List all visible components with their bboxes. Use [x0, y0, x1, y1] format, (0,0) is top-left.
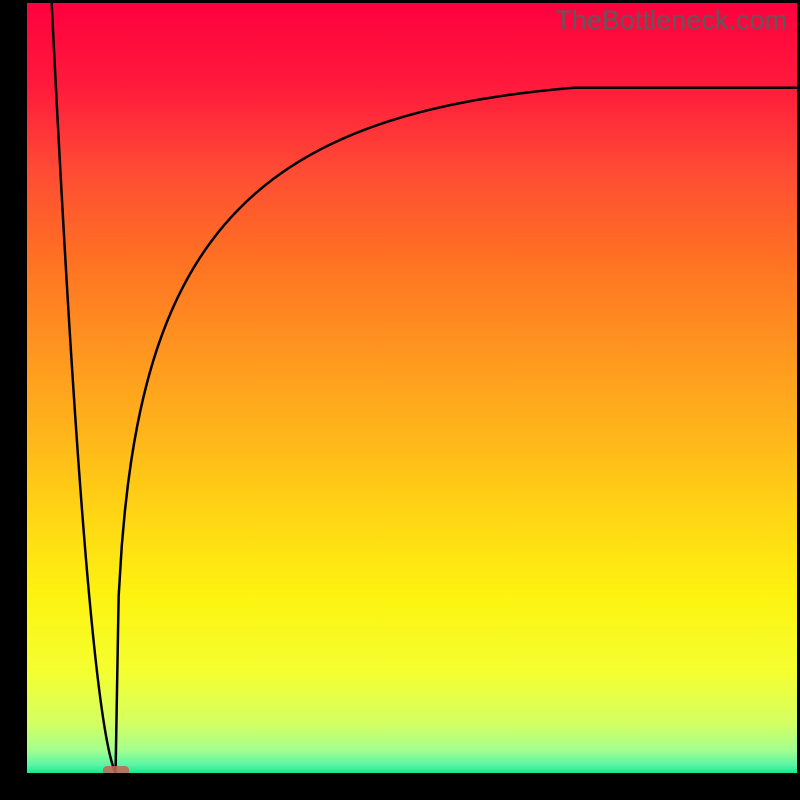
watermark-text: TheBottleneck.com [555, 5, 787, 36]
cusp-marker [103, 766, 129, 773]
cusp-path [52, 3, 797, 773]
bottleneck-curve [27, 3, 797, 773]
plot-area [27, 3, 797, 773]
